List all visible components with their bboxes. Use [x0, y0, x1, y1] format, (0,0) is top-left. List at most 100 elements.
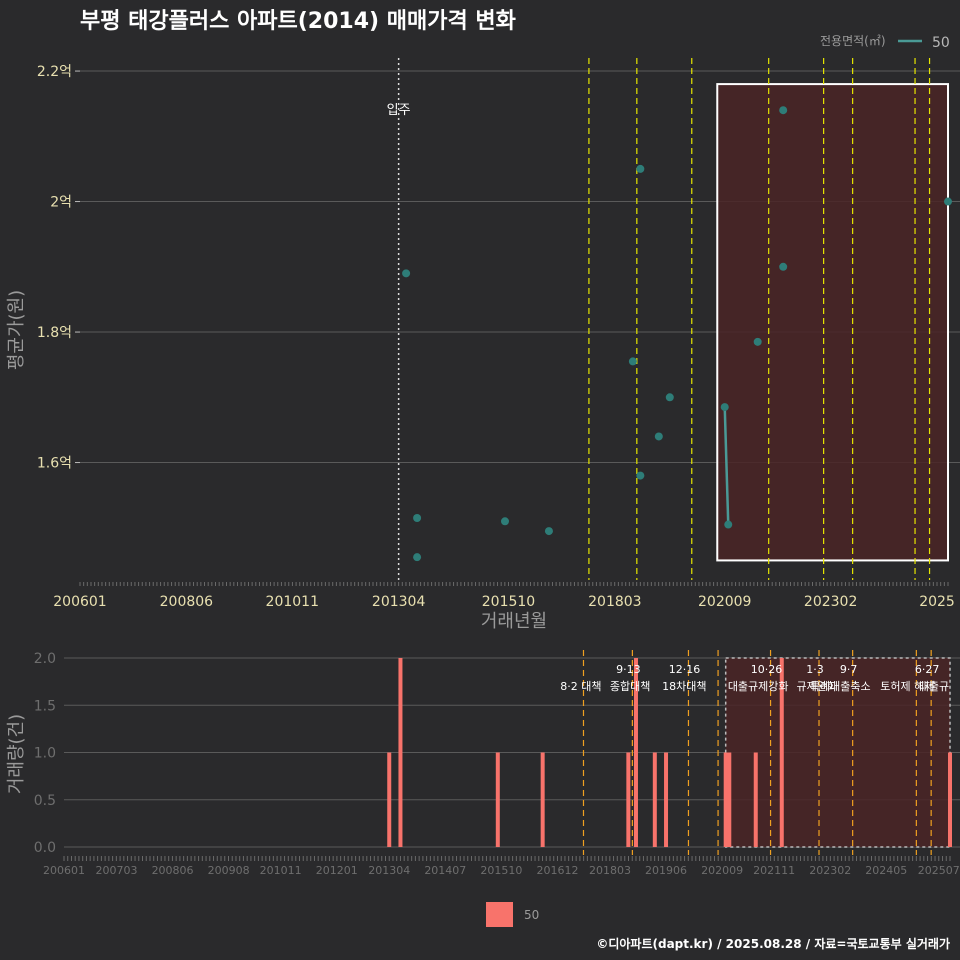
policy-date: 9·13 — [616, 663, 641, 676]
x-tick-label: 200601 — [53, 594, 106, 610]
series-line-segment — [723, 407, 730, 525]
volume-legend: 50 — [486, 902, 539, 927]
legend-entry-label: 50 — [932, 35, 950, 51]
volume-bars — [387, 658, 952, 847]
data-point — [636, 164, 645, 173]
x-tick-label: 202009 — [698, 594, 751, 610]
data-point — [413, 553, 422, 562]
x-tick-label: 201803 — [588, 594, 641, 610]
policy-date: 12·16 — [669, 663, 701, 676]
data-point — [753, 337, 762, 346]
policy-date: 6·27 — [915, 663, 940, 676]
volume-x-tick-label: 201906 — [645, 864, 687, 877]
policy-name: 토허제 해제 — [880, 679, 934, 693]
price-policy-lines — [588, 58, 931, 580]
volume-legend-swatch — [486, 902, 513, 927]
legend-title: 전용면적(㎡) — [820, 34, 886, 48]
volume-policy-lines — [582, 650, 932, 855]
price-series — [402, 106, 952, 562]
volume-x-tick-label: 200601 — [43, 864, 85, 877]
volume-x-tick-label: 202405 — [865, 864, 907, 877]
volume-bar — [779, 658, 784, 847]
y-tick-label: 2억 — [50, 195, 72, 211]
volume-bar — [633, 658, 638, 847]
data-point — [665, 393, 674, 402]
volume-y-tick-label: 1.0 — [34, 746, 56, 762]
policy-date: 10·26 — [751, 663, 783, 676]
data-point — [636, 471, 645, 480]
volume-bar — [664, 752, 669, 847]
policy-annotations: 8·2 대책 9·13 종합대책 12·16 18차대책 10·26 대출규제강화 1·3 규제… — [560, 663, 949, 693]
policy-name: 특례대출축소 — [810, 680, 871, 693]
volume-y-tick-label: 0.5 — [34, 793, 56, 809]
y-tick-label: 2.2억 — [37, 64, 72, 80]
volume-bar — [948, 752, 952, 847]
volume-y-axis-label: 거래량(건) — [6, 714, 27, 794]
volume-x-tick-label: 202111 — [753, 864, 795, 877]
data-point — [544, 527, 553, 536]
policy-name: 대출규 — [919, 680, 949, 693]
volume-x-tick-label: 201304 — [368, 864, 410, 877]
data-point — [779, 106, 788, 115]
move-in-marker: 입주 — [387, 58, 411, 580]
price-legend: 전용면적(㎡) 50 — [820, 34, 950, 51]
policy-name: 규제완화 — [797, 680, 837, 693]
volume-bar — [495, 752, 500, 847]
price-scatter-panel: 입주 1.6억 1.8억 2억 2.2억 200601 200806 201011 20130… — [6, 34, 960, 632]
volume-x-tick-label: 202302 — [809, 864, 851, 877]
volume-x-tick-label: 202507 — [918, 864, 960, 877]
volume-x-tick-label: 201510 — [480, 864, 522, 877]
volume-y-tick-label: 0.0 — [34, 840, 56, 856]
data-point — [413, 514, 422, 523]
volume-bar — [727, 752, 732, 847]
x-tick-label: 201304 — [372, 594, 426, 610]
x-tick-label: 202302 — [804, 594, 857, 610]
data-point — [779, 262, 788, 271]
price-axes: 1.6억 1.8억 2억 2.2억 200601 200806 201011 201304 20… — [37, 64, 955, 610]
volume-x-tick-label: 202009 — [701, 864, 743, 877]
x-tick-label: 200806 — [160, 594, 214, 610]
policy-name: 18차대책 — [662, 680, 706, 693]
price-x-axis-label: 거래년월 — [481, 611, 547, 632]
policy-date: 9·7 — [840, 663, 858, 676]
volume-x-tick-label: 201201 — [316, 864, 358, 877]
volume-bar — [540, 752, 545, 847]
footer-credit: ©디아파트(dapt.kr) / 2025.08.28 / 자료=국토교통부 실… — [596, 936, 950, 951]
policy-name: 종합대책 — [610, 680, 650, 693]
policy-name: 대출규제강화 — [728, 680, 789, 693]
volume-legend-label: 50 — [524, 908, 539, 922]
volume-bar — [652, 752, 657, 847]
volume-highlight-rect — [724, 657, 951, 848]
volume-bar — [753, 752, 758, 847]
volume-x-tick-label: 200908 — [208, 864, 250, 877]
volume-x-tick-label: 200703 — [95, 864, 137, 877]
volume-bar-panel: 8·2 대책 9·13 종합대책 12·16 18차대책 10·26 대출규제강화 1·3 규제… — [6, 650, 960, 927]
x-tick-label: 2025 — [919, 594, 955, 610]
volume-x-tick-label: 201011 — [260, 864, 302, 877]
data-point — [944, 197, 952, 206]
volume-x-tick-label: 200806 — [152, 864, 194, 877]
volume-bar — [387, 752, 392, 847]
volume-bar — [723, 752, 728, 847]
volume-x-tick-label: 201407 — [424, 864, 466, 877]
volume-axes: 0.0 0.5 1.0 1.5 2.0 200601 200703 200806 200908 2… — [34, 651, 960, 877]
price-highlight-box — [716, 83, 949, 562]
y-tick-label: 1.8억 — [37, 325, 72, 341]
data-point — [724, 520, 733, 529]
y-tick-label: 1.6억 — [37, 456, 72, 472]
volume-x-tick-label: 201803 — [589, 864, 631, 877]
data-point — [720, 403, 729, 412]
volume-x-tick-label: 201612 — [536, 864, 578, 877]
x-tick-label: 201510 — [482, 594, 535, 610]
price-highlight-rect — [716, 83, 949, 562]
price-y-axis-label: 평균가(원) — [6, 290, 27, 370]
volume-y-tick-label: 2.0 — [34, 651, 56, 667]
volume-y-tick-label: 1.5 — [34, 698, 56, 714]
move-in-label: 입주 — [387, 103, 411, 118]
policy-name: 8·2 대책 — [560, 680, 601, 693]
volume-bar — [626, 752, 631, 847]
policy-date: 1·3 — [806, 663, 824, 676]
volume-highlight-box — [724, 657, 951, 848]
data-point — [654, 432, 663, 441]
